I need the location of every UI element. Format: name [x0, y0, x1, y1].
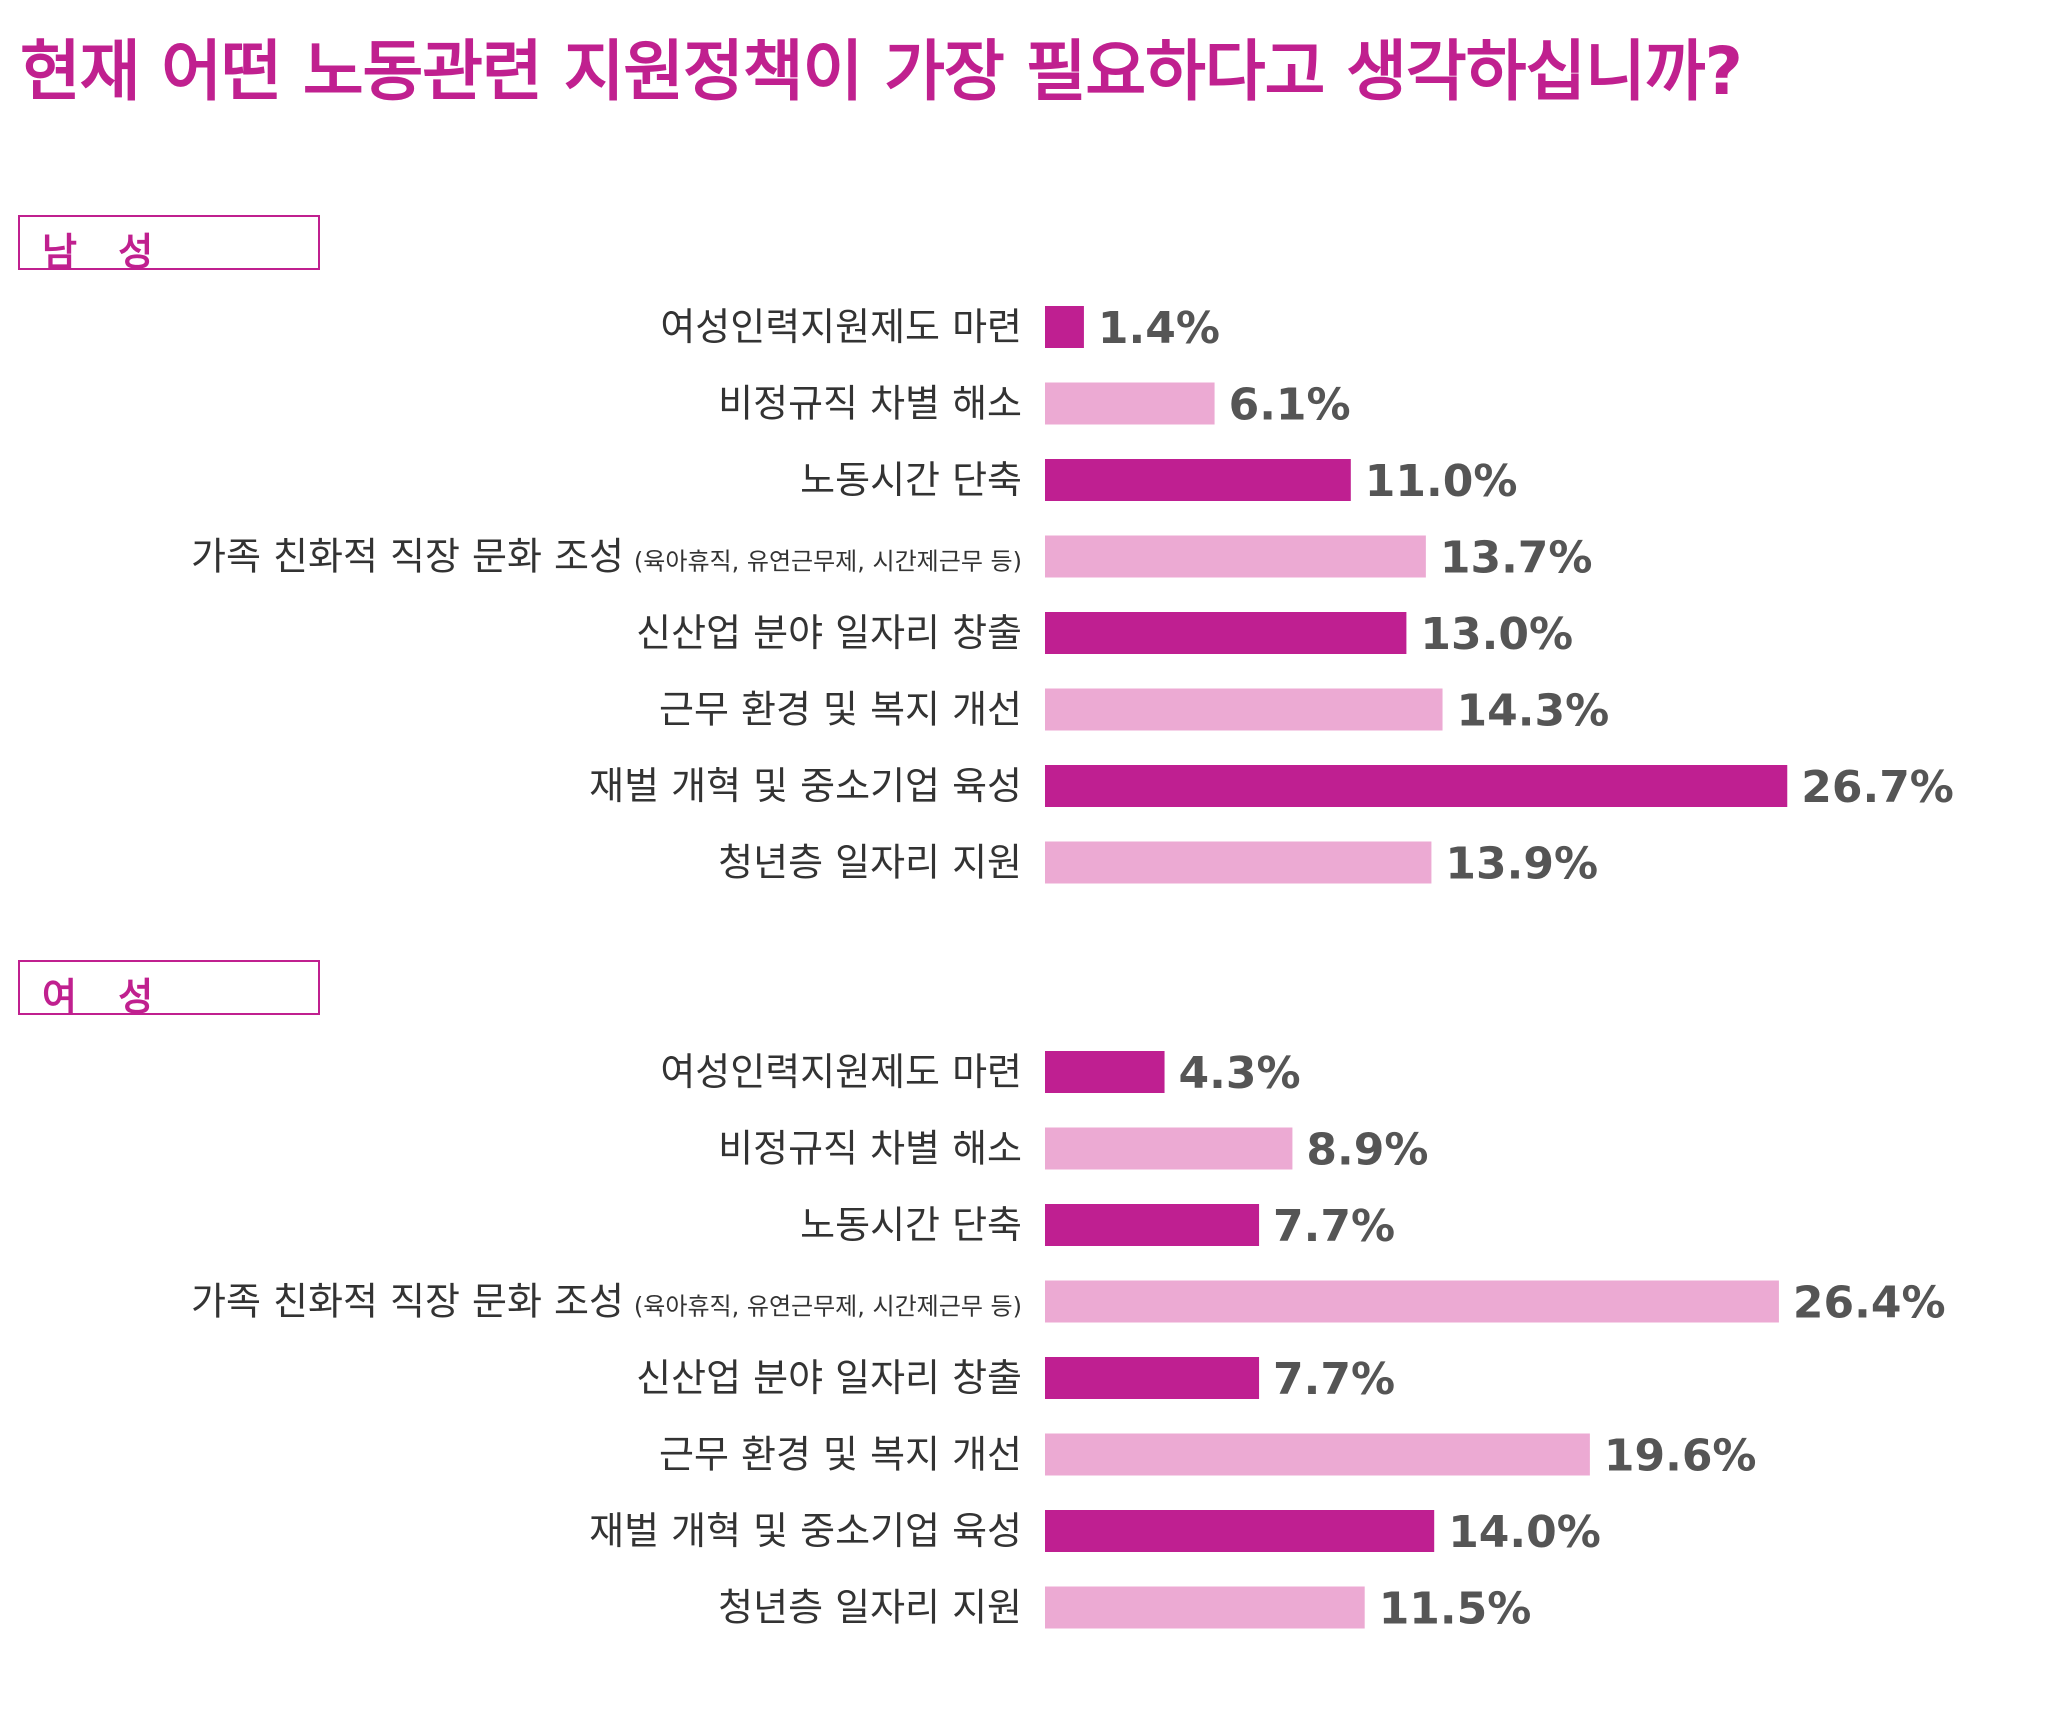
category-label-8: 청년층 일자리 지원: [718, 841, 1022, 885]
bar-2: [1045, 382, 1215, 425]
value-label-6: 19.6%: [1604, 1431, 1757, 1482]
section-label-female: 여 성: [18, 960, 320, 1019]
value-label-6: 14.3%: [1457, 686, 1610, 737]
category-label-main: 근무 환경 및 복지 개선: [659, 1433, 1022, 1477]
bar-7: [1045, 765, 1788, 807]
value-label-7: 14.0%: [1448, 1507, 1601, 1558]
category-label-1: 여성인력지원제도 마련: [660, 1050, 1022, 1094]
category-label-note: (육아휴직, 유연근무제, 시간제근무 등): [634, 1293, 1022, 1321]
category-label-1: 여성인력지원제도 마련: [660, 305, 1022, 349]
category-label-note: (육아휴직, 유연근무제, 시간제근무 등): [634, 548, 1022, 576]
category-label-main: 신산업 분야 일자리 창출: [636, 611, 1022, 655]
bar-7: [1045, 1510, 1435, 1552]
bar-3: [1045, 459, 1351, 501]
category-label-main: 재벌 개혁 및 중소기업 육성: [589, 1509, 1022, 1553]
category-label-4: 가족 친화적 직장 문화 조성 (육아휴직, 유연근무제, 시간제근무 등): [191, 1280, 1022, 1324]
bar-4: [1045, 1280, 1779, 1323]
bar-1: [1045, 306, 1084, 348]
bar-3: [1045, 1204, 1260, 1246]
value-label-1: 1.4%: [1098, 303, 1220, 354]
value-label-5: 13.0%: [1420, 609, 1573, 660]
category-label-main: 근무 환경 및 복지 개선: [659, 688, 1022, 732]
value-label-8: 11.5%: [1379, 1584, 1532, 1635]
category-label-5: 신산업 분야 일자리 창출: [636, 1356, 1022, 1400]
category-label-2: 비정규직 차별 해소: [718, 1127, 1022, 1171]
section-label-male-text: 남 성: [42, 230, 168, 274]
category-label-main: 여성인력지원제도 마련: [660, 305, 1022, 349]
value-label-4: 26.4%: [1793, 1278, 1946, 1329]
bar-6: [1045, 1433, 1590, 1476]
category-label-6: 근무 환경 및 복지 개선: [659, 1433, 1022, 1477]
category-label-main: 신산업 분야 일자리 창출: [636, 1356, 1022, 1400]
value-label-2: 8.9%: [1306, 1125, 1428, 1176]
category-label-main: 가족 친화적 직장 문화 조성: [191, 1280, 624, 1324]
bar-1: [1045, 1051, 1165, 1093]
bar-2: [1045, 1127, 1293, 1170]
bar-chart-female: 4.3% 여성인력지원제도 마련 8.9% 비정규직 차별 해소 7.7% 노동시간 단축…: [191, 1048, 1946, 1635]
bar-chart-male: 1.4% 여성인력지원제도 마련 6.1% 비정규직 차별 해소 11.0% 노동시간 단…: [191, 303, 1954, 890]
category-label-6: 근무 환경 및 복지 개선: [659, 688, 1022, 732]
chart-title: 현재 어떤 노동관련 지원정책이 가장 필요하다고 생각하십니까?: [20, 33, 1743, 110]
value-label-2: 6.1%: [1229, 380, 1351, 431]
bar-8: [1045, 841, 1432, 884]
category-label-7: 재벌 개혁 및 중소기업 육성: [589, 1509, 1022, 1553]
category-label-7: 재벌 개혁 및 중소기업 육성: [589, 764, 1022, 808]
category-label-main: 비정규직 차별 해소: [718, 382, 1022, 426]
bar-5: [1045, 1357, 1260, 1399]
category-label-main: 청년층 일자리 지원: [718, 841, 1022, 885]
bar-5: [1045, 612, 1407, 654]
category-label-3: 노동시간 단축: [800, 458, 1022, 502]
category-label-5: 신산업 분야 일자리 창출: [636, 611, 1022, 655]
category-label-main: 가족 친화적 직장 문화 조성: [191, 535, 624, 579]
category-label-main: 여성인력지원제도 마련: [660, 1050, 1022, 1094]
category-label-3: 노동시간 단축: [800, 1203, 1022, 1247]
category-label-4: 가족 친화적 직장 문화 조성 (육아휴직, 유연근무제, 시간제근무 등): [191, 535, 1022, 579]
value-label-7: 26.7%: [1801, 762, 1954, 813]
value-label-4: 13.7%: [1440, 533, 1593, 584]
category-label-main: 노동시간 단축: [800, 1203, 1022, 1247]
section-label-female-text: 여 성: [42, 975, 168, 1019]
category-label-main: 청년층 일자리 지원: [718, 1586, 1022, 1630]
category-label-main: 재벌 개혁 및 중소기업 육성: [589, 764, 1022, 808]
section-label-male: 남 성: [18, 215, 320, 274]
value-label-3: 11.0%: [1365, 456, 1518, 507]
category-label-main: 비정규직 차별 해소: [718, 1127, 1022, 1171]
bar-8: [1045, 1586, 1365, 1629]
bar-4: [1045, 535, 1426, 578]
value-label-5: 7.7%: [1273, 1354, 1395, 1405]
bar-6: [1045, 688, 1443, 731]
category-label-main: 노동시간 단축: [800, 458, 1022, 502]
category-label-2: 비정규직 차별 해소: [718, 382, 1022, 426]
category-label-8: 청년층 일자리 지원: [718, 1586, 1022, 1630]
value-label-3: 7.7%: [1273, 1201, 1395, 1252]
value-label-8: 13.9%: [1445, 839, 1598, 890]
value-label-1: 4.3%: [1179, 1048, 1301, 1099]
